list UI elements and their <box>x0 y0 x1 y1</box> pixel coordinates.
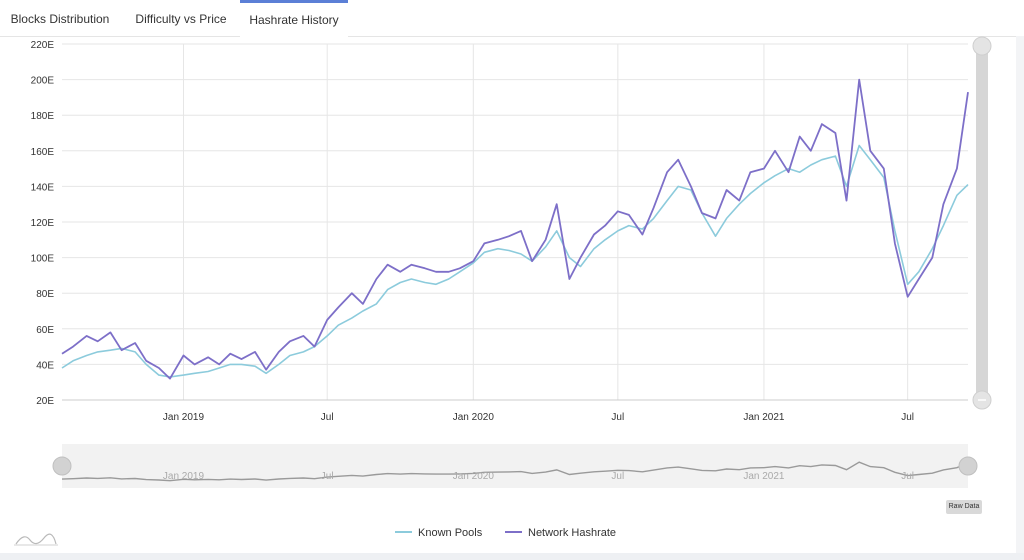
navigator-tick-label: Jul <box>611 471 624 482</box>
panel-bottom-edge <box>0 553 1024 560</box>
y-tick-label: 200E <box>31 76 55 87</box>
navigator-tick-label: Jan 2019 <box>163 471 205 482</box>
x-tick-label: Jul <box>321 412 334 423</box>
y-tick-label: 220E <box>31 40 55 51</box>
vertical-scrollbar-track[interactable] <box>976 48 988 398</box>
chart-tab-bar: Blocks Distribution Difficulty vs Price … <box>0 0 1024 39</box>
navigator-right-handle[interactable] <box>958 456 978 476</box>
x-tick-label: Jan 2019 <box>163 412 205 423</box>
y-tick-label: 120E <box>31 218 55 229</box>
navigator-left-handle[interactable] <box>52 456 72 476</box>
navigator-tick-label: Jan 2021 <box>743 471 785 482</box>
tab-difficulty-vs-price[interactable]: Difficulty vs Price <box>135 12 227 26</box>
y-tick-label: 160E <box>31 147 55 158</box>
scrollbar-top-handle[interactable] <box>972 36 992 56</box>
panel-edge <box>1016 36 1024 553</box>
legend-known-pools-label[interactable]: Known Pools <box>418 527 483 539</box>
y-tick-label: 40E <box>36 360 54 371</box>
legend-network-hashrate-label[interactable]: Network Hashrate <box>528 527 616 539</box>
x-tick-label: Jul <box>901 412 914 423</box>
x-tick-label: Jan 2020 <box>453 412 495 423</box>
y-tick-label: 60E <box>36 325 54 336</box>
navigator-tick-label: Jan 2020 <box>453 471 495 482</box>
x-tick-label: Jan 2021 <box>743 412 785 423</box>
y-tick-label: 180E <box>31 111 55 122</box>
known-pools-line <box>61 144 969 378</box>
navigator-tick-label: Jul <box>901 471 914 482</box>
y-tick-label: 100E <box>31 254 55 265</box>
network-hashrate-line <box>61 78 969 380</box>
y-tick-label: 80E <box>36 289 54 300</box>
navigator-series-line <box>61 461 969 482</box>
x-tick-label: Jul <box>611 412 624 423</box>
raw-data-button[interactable]: Raw Data <box>946 500 982 514</box>
y-tick-label: 140E <box>31 182 55 193</box>
tab-hashrate-history[interactable]: Hashrate History <box>240 0 348 39</box>
tab-blocks-distribution[interactable]: Blocks Distribution <box>10 12 110 26</box>
y-tick-label: 20E <box>36 396 54 407</box>
navigator-tick-label: Jul <box>321 471 334 482</box>
area-chart-logo-icon <box>14 533 58 546</box>
